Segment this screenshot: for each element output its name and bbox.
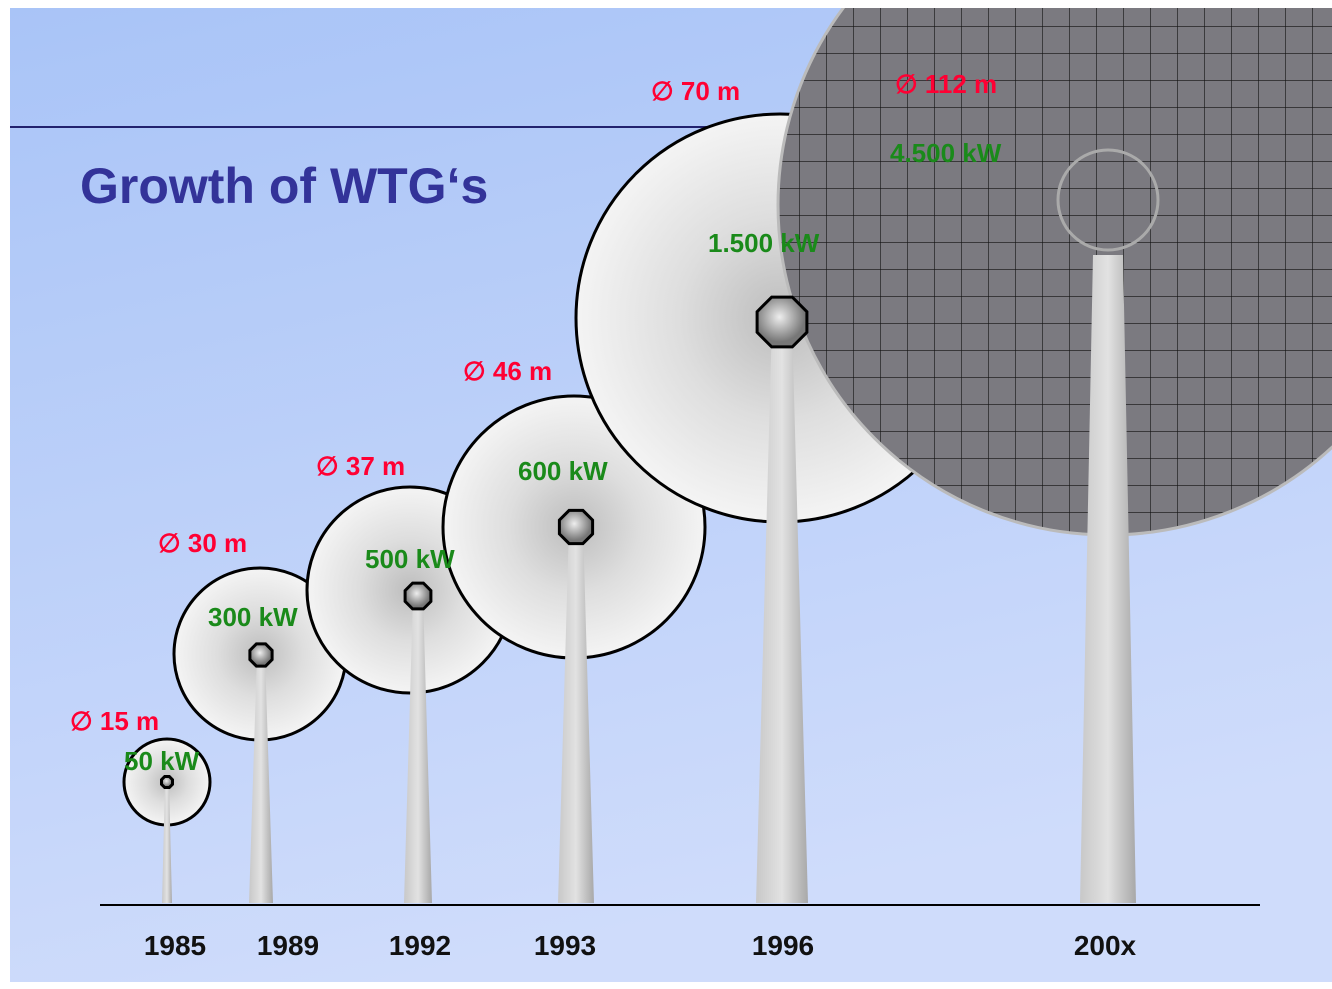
- tower: [249, 655, 273, 903]
- power-label: 4.500 kW: [890, 138, 1002, 168]
- hub: [557, 508, 595, 546]
- tower: [162, 782, 172, 903]
- power-label: 600 kW: [518, 456, 608, 486]
- hub-outline: [1056, 148, 1160, 252]
- tower: [756, 322, 808, 903]
- power-label: 1.500 kW: [708, 228, 820, 258]
- diameter-label: ∅ 37 m: [316, 451, 405, 481]
- power-label: 500 kW: [365, 544, 455, 574]
- year-label: 1985: [144, 930, 206, 961]
- year-label: 1989: [257, 930, 319, 961]
- year-label: 200x: [1074, 930, 1137, 961]
- power-label: 50 kW: [124, 746, 200, 776]
- tower: [558, 527, 594, 903]
- year-label: 1996: [752, 930, 814, 961]
- power-label: 300 kW: [208, 602, 298, 632]
- year-label: 1993: [534, 930, 596, 961]
- hub: [248, 642, 274, 668]
- diameter-label: ∅ 70 m: [651, 76, 740, 106]
- hub: [755, 295, 809, 349]
- diameter-label: ∅ 46 m: [463, 356, 552, 386]
- diameter-label: ∅ 112 m: [895, 69, 997, 99]
- tower: [1080, 255, 1136, 903]
- hub: [160, 775, 174, 789]
- tower: [404, 596, 432, 903]
- title: Growth of WTG‘s: [80, 158, 488, 214]
- year-label: 1992: [389, 930, 451, 961]
- hub: [403, 581, 433, 611]
- diameter-label: ∅ 30 m: [158, 528, 247, 558]
- diameter-label: ∅ 15 m: [70, 706, 159, 736]
